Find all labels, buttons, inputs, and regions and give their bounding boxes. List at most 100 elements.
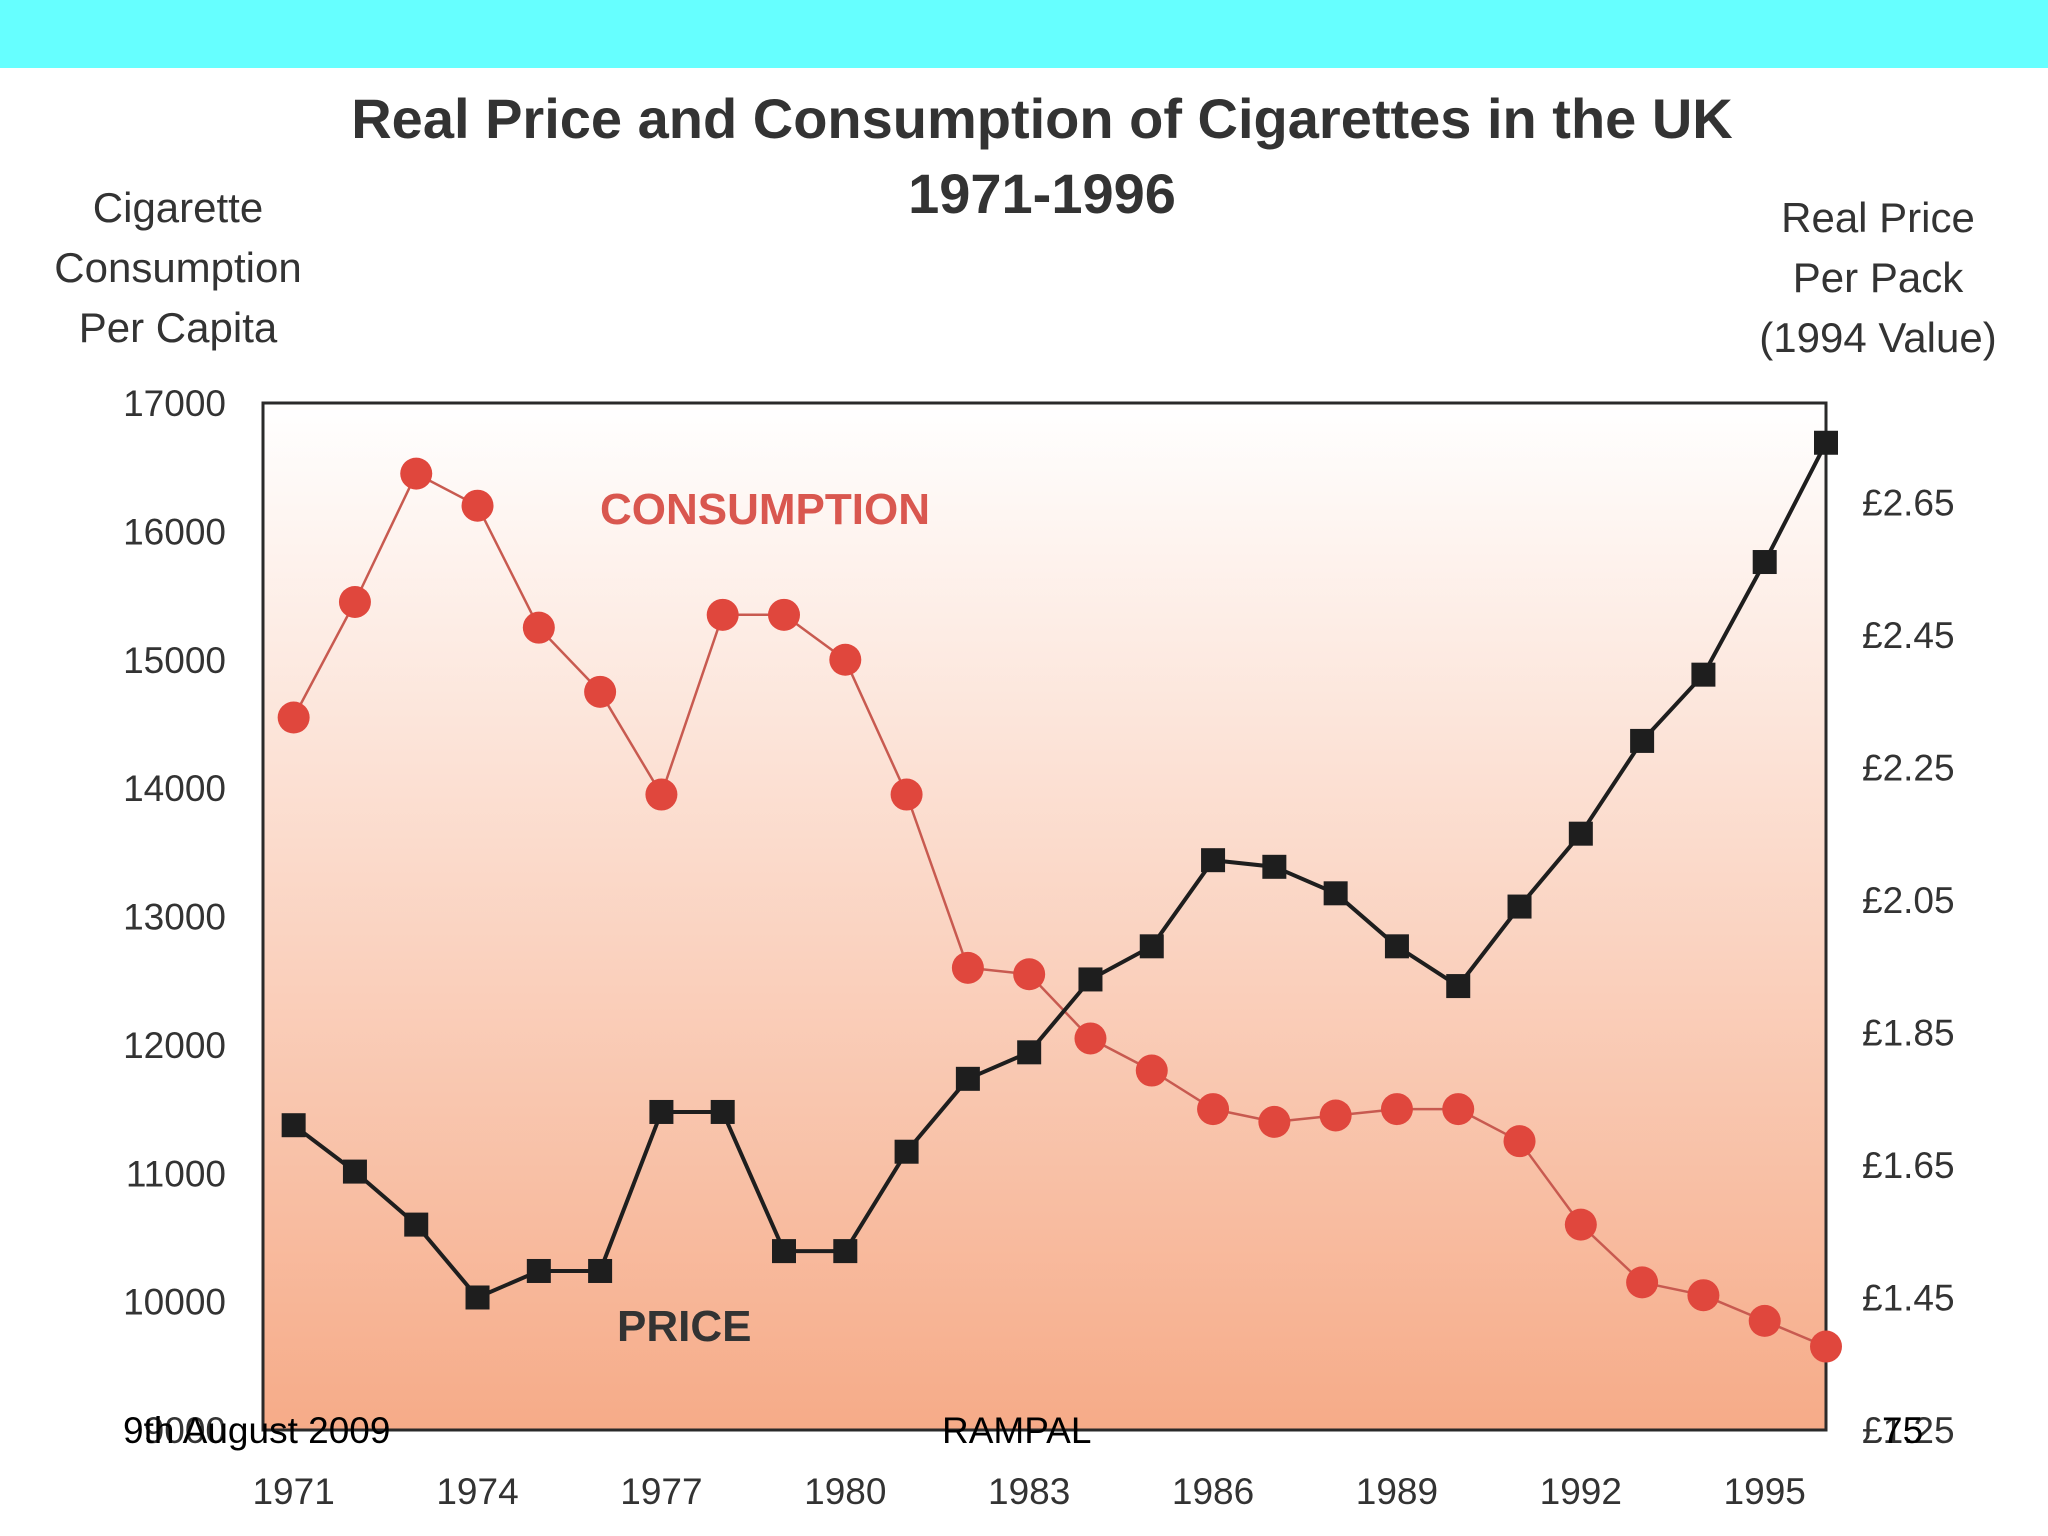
consumption-point — [1748, 1304, 1781, 1337]
x-tick-label: 1992 — [1540, 1471, 1622, 1512]
right-tick-label: £1.45 — [1862, 1277, 1955, 1318]
consumption-point — [1442, 1093, 1475, 1126]
left-axis-label-line: Consumption — [54, 244, 301, 291]
consumption-point — [461, 489, 494, 522]
price-point — [1384, 934, 1409, 959]
left-axis-label-line: Cigarette — [93, 184, 263, 231]
consumption-point — [645, 778, 678, 811]
left-tick-label: 15000 — [123, 640, 226, 681]
consumption-point — [768, 598, 800, 631]
consumption-point — [338, 585, 371, 618]
left-tick-label: 13000 — [123, 897, 226, 938]
price-point — [1814, 430, 1838, 455]
consumption-point — [1013, 958, 1046, 991]
consumption-point — [400, 457, 433, 490]
price-series-label: PRICE — [617, 1302, 751, 1351]
consumption-point — [1135, 1054, 1168, 1087]
left-tick-label: 14000 — [123, 768, 226, 809]
x-tick-label: 1974 — [436, 1471, 518, 1512]
right-tick-label: £1.65 — [1862, 1145, 1955, 1186]
x-tick-label: 1986 — [1172, 1471, 1254, 1512]
price-point — [281, 1113, 306, 1138]
price-point — [526, 1258, 551, 1283]
price-point — [955, 1066, 980, 1091]
right-tick-label: £2.65 — [1862, 482, 1955, 523]
consumption-point — [829, 643, 862, 676]
right-tick-label: £1.25 — [1862, 1410, 1955, 1451]
price-point — [1078, 967, 1103, 992]
left-axis-ticks: 17000 16000 15000 14000 13000 12000 11000 10000… — [123, 383, 226, 1451]
price-point — [1752, 550, 1777, 575]
x-tick-label: 1989 — [1356, 1471, 1438, 1512]
x-tick-label: 1977 — [620, 1471, 702, 1512]
left-tick-label: 10000 — [123, 1282, 226, 1323]
price-point — [1630, 728, 1655, 753]
price-point — [1568, 821, 1593, 846]
left-axis-label-line: Per Capita — [79, 304, 278, 351]
price-point — [1691, 662, 1716, 687]
footer-date: 9th August 2009 — [123, 1410, 391, 1451]
right-tick-label: £2.45 — [1862, 615, 1955, 656]
price-point — [404, 1212, 429, 1237]
consumption-point — [522, 611, 555, 644]
price-point — [1262, 854, 1287, 879]
price-point — [1201, 848, 1226, 873]
left-tick-label: 11000 — [126, 1153, 226, 1194]
price-point — [465, 1285, 490, 1310]
x-tick-label: 1971 — [252, 1471, 334, 1512]
price-point — [342, 1159, 367, 1184]
consumption-point — [1074, 1022, 1107, 1055]
right-axis-label-line: (1994 Value) — [1759, 314, 1996, 361]
price-point — [772, 1239, 796, 1264]
consumption-point — [1380, 1093, 1413, 1126]
chart-title: Real Price and Consumption of Cigarettes… — [351, 87, 1733, 150]
x-tick-label: 1995 — [1724, 1471, 1806, 1512]
footer-author: RAMPAL — [942, 1410, 1092, 1451]
consumption-point — [706, 598, 739, 631]
consumption-point — [1687, 1279, 1720, 1312]
price-point — [894, 1139, 919, 1164]
chart-subtitle: 1971-1996 — [908, 162, 1176, 225]
price-point — [1446, 974, 1471, 999]
left-tick-label: 16000 — [123, 511, 226, 552]
x-tick-label: 1983 — [988, 1471, 1070, 1512]
chart-titles: Real Price and Consumption of Cigarettes… — [54, 87, 1996, 361]
consumption-point — [951, 951, 984, 984]
price-point — [1139, 934, 1164, 959]
consumption-point — [1626, 1266, 1659, 1299]
consumption-point — [1503, 1125, 1536, 1158]
consumption-series: CONSUMPTION — [277, 457, 1842, 1363]
price-point — [1017, 1040, 1042, 1065]
price-point — [1507, 894, 1532, 919]
bottom-axis-ticks: 1971 1974 1977 1980 1983 1986 1989 1992 1995 — [252, 1471, 1805, 1512]
consumption-point — [1258, 1105, 1291, 1138]
left-tick-label: 12000 — [123, 1025, 226, 1066]
consumption-point — [584, 675, 617, 708]
top-bar — [0, 0, 2048, 68]
price-series: PRICE — [281, 430, 1838, 1351]
footer-page-number: 75 — [1882, 1410, 1924, 1451]
consumption-point — [890, 778, 923, 811]
consumption-series-label: CONSUMPTION — [600, 485, 930, 534]
price-point — [1323, 881, 1348, 906]
right-axis-label-line: Per Pack — [1793, 254, 1964, 301]
consumption-point — [1564, 1208, 1597, 1241]
right-axis-ticks: £2.65 £2.45 £2.25 £2.05 £1.85 £1.65 £1.45 £1.25 — [1862, 482, 1955, 1451]
consumption-point — [1810, 1330, 1842, 1363]
right-tick-label: £1.85 — [1862, 1012, 1955, 1053]
consumption-point — [1197, 1093, 1230, 1126]
x-tick-label: 1980 — [804, 1471, 886, 1512]
left-tick-label: 9000 — [144, 1410, 226, 1451]
price-point — [833, 1239, 858, 1264]
right-tick-label: £2.05 — [1862, 880, 1955, 921]
plot-area — [261, 401, 1828, 1432]
consumption-point — [277, 701, 310, 734]
price-point — [588, 1258, 613, 1283]
consumption-point — [1319, 1099, 1352, 1132]
right-axis-label-line: Real Price — [1781, 194, 1975, 241]
price-point — [649, 1099, 674, 1124]
left-tick-label: 17000 — [123, 383, 226, 424]
price-point — [710, 1099, 735, 1124]
right-tick-label: £2.25 — [1862, 747, 1955, 788]
